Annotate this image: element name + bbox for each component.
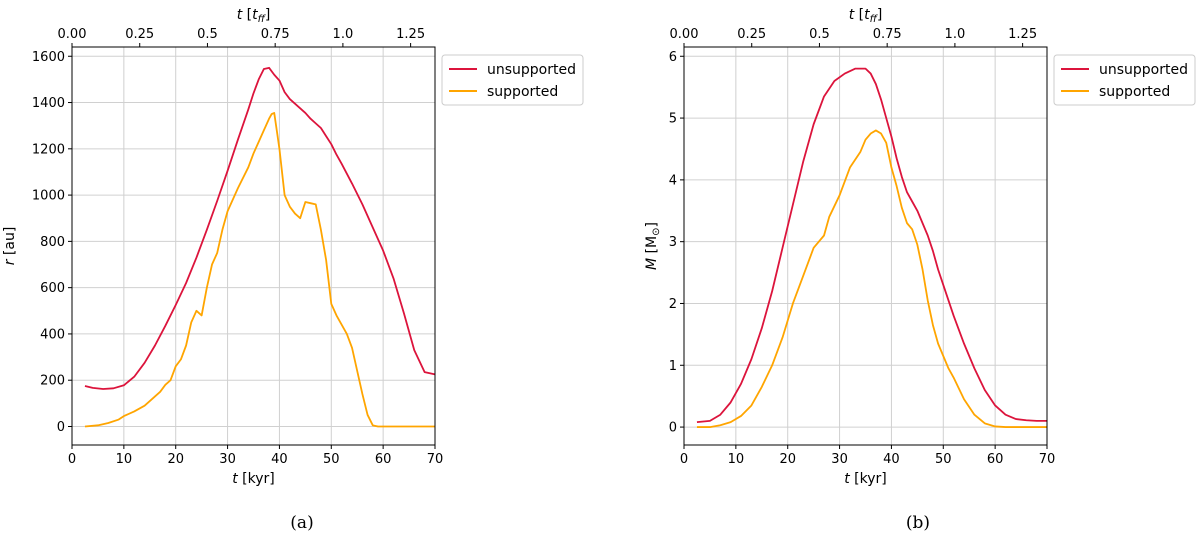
x-tick-label: 70 (427, 452, 444, 467)
y-tick-label: 1200 (32, 142, 65, 157)
y-tick-label: 3 (669, 235, 677, 250)
legend-box (441, 54, 584, 106)
panel-b-mass-chart: 0 10 20 30 40 50 60 70 0.00 0.25 0.5 0.75 1.0 1.25 0 1 2… (644, 7, 1196, 533)
legend: unsupported supported (1053, 54, 1196, 106)
y-axis-label: r [au] (2, 227, 18, 266)
x-tick-label: 30 (219, 452, 236, 467)
y-tick-label: 800 (40, 235, 65, 250)
y-tick-label: 0 (669, 421, 677, 436)
x2-tick-label: 0.00 (58, 27, 87, 42)
x-tick-label: 40 (883, 452, 900, 467)
x2-tick-label: 1.25 (1008, 27, 1037, 42)
legend-label-supported: supported (487, 84, 558, 100)
series-line-supported (696, 129, 1047, 428)
y-tick-label: 6 (669, 50, 677, 65)
x-tick-label: 60 (987, 452, 1004, 467)
x-tick-label: 70 (1039, 452, 1056, 467)
series-line-supported (84, 112, 435, 428)
x-axis-label: t [kyr] (844, 471, 887, 487)
y-tick-label: 5 (669, 112, 677, 127)
x-tick-label: 20 (167, 452, 184, 467)
legend-label-unsupported: unsupported (1099, 62, 1188, 78)
x-tick-label: 10 (116, 452, 133, 467)
x-tick-label: 50 (323, 452, 340, 467)
x2-axis-label: t [tff] (849, 7, 883, 25)
panel-caption: (a) (290, 513, 313, 533)
x-tick-label: 60 (375, 452, 392, 467)
series-line-unsupported (84, 66, 436, 390)
x2-tick-label: 1.25 (396, 27, 425, 42)
x-tick-label: 40 (271, 452, 288, 467)
legend-label-unsupported: unsupported (487, 62, 576, 78)
x-tick-label: 20 (779, 452, 796, 467)
y-tick-label: 1400 (32, 96, 65, 111)
x2-tick-label: 0.75 (261, 27, 290, 42)
x-tick-label: 0 (680, 452, 688, 467)
legend-label-supported: supported (1099, 84, 1170, 100)
x-tick-label: 10 (728, 452, 745, 467)
x2-tick-label: 0.5 (809, 27, 830, 42)
x2-axis-label: t [tff] (237, 7, 271, 25)
panel-a-radius-chart: 0 10 20 30 40 50 60 70 0.00 0.25 0.5 0.75 1.0 1.25 0 20… (2, 7, 584, 533)
legend-box (1053, 54, 1196, 106)
y-tick-label: 2 (669, 297, 677, 312)
x-tick-label: 50 (935, 452, 952, 467)
x2-tick-label: 0.75 (873, 27, 902, 42)
x2-tick-label: 1.0 (333, 27, 354, 42)
plot-frame (71, 46, 436, 446)
x2-tick-label: 0.25 (125, 27, 154, 42)
y-tick-label: 1 (669, 359, 677, 374)
y-tick-label: 1600 (32, 50, 65, 65)
x-tick-label: 30 (831, 452, 848, 467)
x-axis-label: t [kyr] (232, 471, 275, 487)
x2-tick-label: 0.5 (197, 27, 218, 42)
y-tick-label: 200 (40, 374, 65, 389)
x2-tick-label: 1.0 (945, 27, 966, 42)
x2-tick-label: 0.25 (737, 27, 766, 42)
y-tick-label: 1000 (32, 189, 65, 204)
y-tick-label: 4 (669, 173, 677, 188)
panel-caption: (b) (906, 513, 930, 533)
y-tick-label: 600 (40, 281, 65, 296)
y-tick-label: 400 (40, 327, 65, 342)
x2-tick-label: 0.00 (670, 27, 699, 42)
y-tick-label: 0 (57, 420, 65, 435)
y-axis-label: M [M⊙] (644, 222, 662, 270)
x-tick-label: 0 (68, 452, 76, 467)
legend: unsupported supported (441, 54, 584, 106)
plot-frame (683, 46, 1048, 446)
series-line-unsupported (696, 67, 1047, 424)
